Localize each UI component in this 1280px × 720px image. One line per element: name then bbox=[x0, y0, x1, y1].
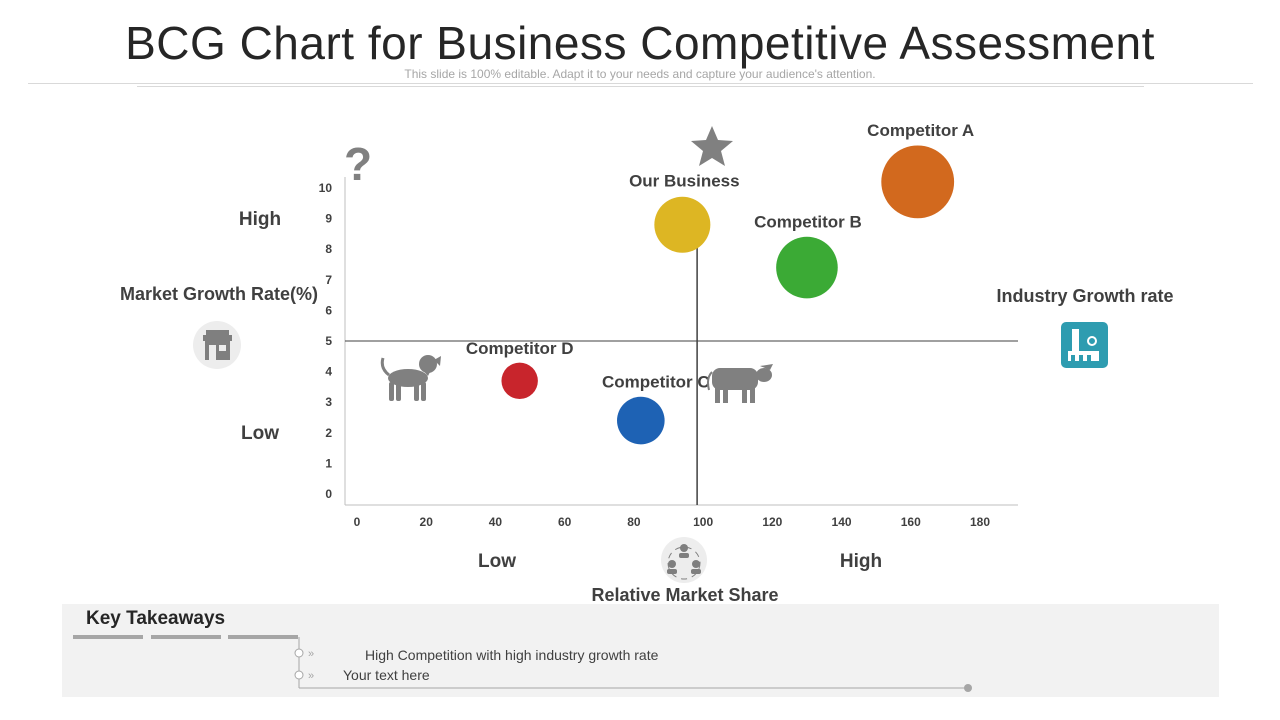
y-tick-label: 4 bbox=[325, 365, 332, 379]
x-tick-label: 20 bbox=[420, 515, 434, 529]
x-tick-label: 0 bbox=[354, 515, 361, 529]
x-tick-label: 160 bbox=[901, 515, 921, 529]
industry-growth-label: Industry Growth rate bbox=[996, 286, 1173, 306]
y-tick-label: 2 bbox=[325, 426, 332, 440]
bubble-label: Competitor D bbox=[466, 339, 574, 358]
bubble-point bbox=[617, 396, 665, 445]
market-growth-label: Market Growth Rate(%) bbox=[120, 284, 318, 304]
relative-share-label: Relative Market Share bbox=[591, 585, 778, 605]
team-cycle-icon bbox=[661, 537, 707, 583]
takeaway-item: Your text here bbox=[343, 667, 430, 683]
y-tick-label: 9 bbox=[325, 212, 332, 226]
y-tick-label: 6 bbox=[325, 303, 332, 317]
x-tick-label: 100 bbox=[693, 515, 713, 529]
subtitle-divider bbox=[137, 86, 1144, 87]
x-tick-labels: 0 20 40 60 80 100 120 140 160 180 bbox=[354, 515, 991, 529]
bubble-label: Competitor C bbox=[602, 373, 710, 392]
x-tick-label: 180 bbox=[970, 515, 990, 529]
x-high-label: High bbox=[840, 551, 882, 572]
x-tick-label: 140 bbox=[832, 515, 852, 529]
takeaway-item: High Competition with high industry grow… bbox=[365, 647, 659, 663]
y-tick-label: 0 bbox=[325, 487, 332, 501]
x-low-label: Low bbox=[478, 551, 516, 572]
bubble-point bbox=[501, 362, 538, 399]
y-tick-label: 5 bbox=[325, 334, 332, 348]
y-tick-label: 1 bbox=[325, 456, 332, 470]
bubble-label: Competitor A bbox=[867, 121, 974, 140]
takeaways-tab-bar bbox=[151, 635, 221, 639]
dog-icon bbox=[380, 355, 441, 401]
x-tick-label: 80 bbox=[627, 515, 641, 529]
y-high-label: High bbox=[239, 209, 281, 230]
x-tick-label: 60 bbox=[558, 515, 572, 529]
key-takeaways-panel bbox=[62, 604, 1219, 697]
y-low-label: Low bbox=[241, 423, 279, 444]
star-icon bbox=[691, 126, 733, 166]
x-tick-label: 40 bbox=[489, 515, 503, 529]
title-divider bbox=[28, 83, 1253, 84]
page-title: BCG Chart for Business Competitive Asses… bbox=[125, 17, 1155, 69]
key-takeaways-title: Key Takeaways bbox=[86, 608, 226, 629]
takeaways-tab-bar bbox=[228, 635, 298, 639]
y-tick-label: 8 bbox=[325, 242, 332, 256]
chevron-icon: » bbox=[308, 670, 314, 682]
store-icon bbox=[193, 321, 241, 369]
factory-icon bbox=[1061, 322, 1108, 368]
takeaways-tab-bar bbox=[73, 635, 143, 639]
bullet-dot bbox=[294, 670, 304, 680]
bubble-label: Our Business bbox=[629, 172, 740, 191]
cow-icon bbox=[707, 364, 773, 403]
bullet-dot bbox=[294, 648, 304, 658]
x-tick-label: 120 bbox=[762, 515, 782, 529]
y-tick-label: 10 bbox=[319, 181, 333, 195]
bubble-point bbox=[776, 236, 838, 299]
page-subtitle: This slide is 100% editable. Adapt it to… bbox=[404, 67, 876, 81]
y-tick-label: 7 bbox=[325, 273, 332, 287]
chevron-icon: » bbox=[308, 648, 314, 660]
bubbles: Our Business Competitor A Competitor B Comp… bbox=[466, 121, 974, 445]
y-tick-label: 3 bbox=[325, 395, 332, 409]
question-mark-icon: ? bbox=[344, 138, 372, 190]
bubble-point bbox=[881, 145, 955, 219]
y-tick-labels: 0 1 2 3 4 5 6 7 8 9 10 bbox=[319, 181, 333, 501]
bubble-point bbox=[654, 196, 711, 253]
bubble-label: Competitor B bbox=[754, 213, 862, 232]
